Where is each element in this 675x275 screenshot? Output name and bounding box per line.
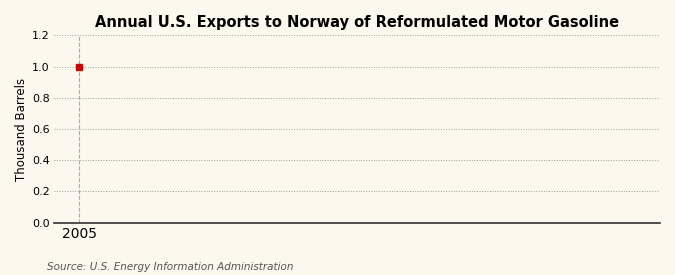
Y-axis label: Thousand Barrels: Thousand Barrels bbox=[15, 77, 28, 180]
Title: Annual U.S. Exports to Norway of Reformulated Motor Gasoline: Annual U.S. Exports to Norway of Reformu… bbox=[95, 15, 619, 30]
Text: Source: U.S. Energy Information Administration: Source: U.S. Energy Information Administ… bbox=[47, 262, 294, 272]
